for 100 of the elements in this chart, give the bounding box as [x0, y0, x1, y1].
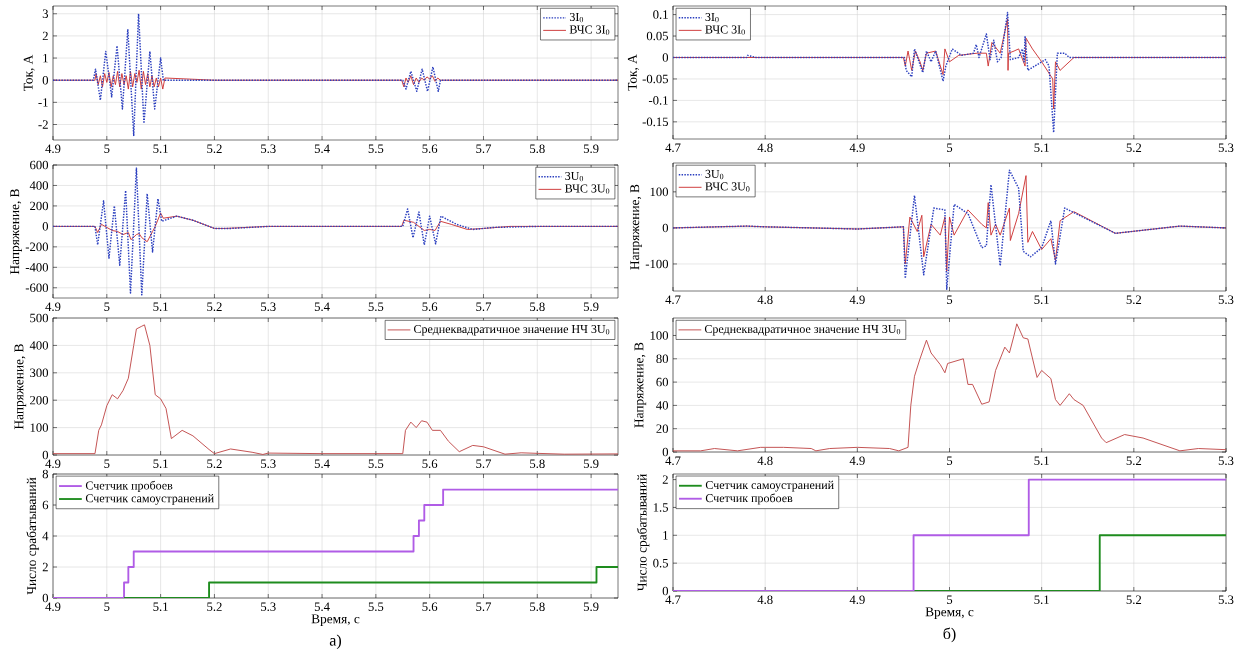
x-tick-label: 4.7: [665, 456, 681, 466]
y-tick-label: 0: [42, 593, 49, 603]
legend-label: ВЧС 3U$_{0}$: [565, 184, 610, 194]
x-tick-label: 5.5: [368, 302, 384, 311]
y-tick-label: 40: [656, 401, 669, 410]
x-tick-label: 5.9: [583, 459, 599, 469]
x-tick-label: 5.2: [207, 144, 222, 154]
x-tick-label: 5.4: [314, 302, 330, 312]
y-tick-label: 400: [29, 181, 49, 190]
x-tick-label: 5.1: [1034, 295, 1049, 305]
y-tick-label: 300: [30, 368, 49, 378]
x-tick-label: 4.9: [849, 456, 865, 466]
x-tick-label: 5: [947, 143, 953, 152]
x-tick-label: 5.5: [368, 459, 384, 468]
x-tick-label: 5: [947, 295, 953, 304]
y-tick-label: 8: [42, 469, 49, 479]
x-tick-label: 4.8: [757, 456, 773, 466]
y-tick-label: -400: [25, 263, 49, 272]
y-tick-label: 3: [42, 9, 49, 19]
y-tick-label: 0: [662, 586, 669, 596]
x-tick-label: 5.2: [207, 302, 222, 312]
text: б): [943, 627, 956, 643]
legend-label: ВЧС 3I$_{0}$: [569, 25, 610, 35]
x-tick-label: 5: [104, 302, 110, 311]
x-tick-label: 4.7: [665, 143, 681, 153]
x-tick-label: 5.3: [1218, 595, 1234, 605]
x-tick-label: 5.5: [368, 602, 384, 611]
legend-label: 3I$_{0}$: [705, 12, 719, 23]
legend-label: Счетчик пробоев: [85, 480, 173, 492]
y-tick-label: 1.5: [653, 503, 669, 512]
x-tick-label: 5.8: [530, 302, 545, 312]
x-axis-title: Время, с: [925, 607, 974, 620]
y-axis-title: Число срабатываний: [26, 477, 39, 595]
x-tick-label: 5.4: [314, 459, 330, 469]
x-tick-label: 5.6: [422, 144, 438, 154]
y-tick-label: 100: [30, 423, 49, 432]
x-tick-label: 4.9: [45, 302, 61, 312]
y-tick-label: 0: [662, 223, 669, 233]
y-tick-label: -600: [25, 283, 49, 293]
x-axis-title: Время, с: [311, 614, 360, 627]
y-tick-label: 80: [656, 354, 669, 364]
x-tick-label: 5: [104, 459, 110, 468]
y-tick-label: -0.05: [642, 74, 669, 84]
y-tick-label: -100: [645, 259, 669, 269]
x-tick-label: 4.9: [45, 459, 61, 469]
x-tick-label: 5.2: [1126, 456, 1142, 466]
line-series: [53, 324, 619, 455]
x-tick-label: 5.8: [530, 144, 545, 154]
x-tick-label: 5: [104, 602, 110, 611]
y-axis-title: Напряжение, В: [634, 342, 647, 428]
x-tick-label: 5.1: [1034, 143, 1049, 153]
text: а): [329, 634, 342, 649]
x-tick-label: 5.7: [476, 602, 492, 611]
x-tick-label: 5.8: [530, 459, 545, 469]
x-tick-label: 5.9: [583, 144, 599, 154]
x-tick-label: 5.7: [476, 302, 492, 311]
x-tick-label: 4.8: [757, 295, 773, 305]
legend-label: Счетчик самоустранений: [85, 493, 214, 505]
x-tick-label: 5.3: [261, 602, 276, 612]
y-tick-label: -2: [38, 120, 48, 129]
x-tick-label: 5: [947, 456, 953, 465]
legend-label: Счетчик пробоев: [705, 493, 793, 505]
x-tick-label: 5.2: [207, 602, 222, 612]
x-tick-label: 5: [947, 595, 953, 604]
y-tick-label: 500: [30, 313, 49, 323]
x-tick-label: 5.3: [261, 459, 276, 469]
x-tick-label: 5.9: [583, 302, 599, 312]
x-tick-label: 4.8: [757, 143, 773, 153]
x-tick-label: 5: [104, 144, 110, 153]
x-tick-label: 4.9: [849, 595, 865, 605]
x-tick-label: 4.9: [45, 144, 61, 154]
y-tick-label: 20: [656, 424, 669, 433]
x-tick-label: 5.1: [1034, 456, 1049, 466]
x-tick-label: 5.1: [153, 602, 168, 612]
y-tick-label: 0: [42, 222, 49, 231]
y-tick-label: 2: [42, 562, 48, 572]
line-series: [673, 169, 1226, 290]
y-tick-label: 200: [30, 201, 49, 211]
y-axis-title: Напряжение, В: [10, 189, 22, 275]
x-tick-label: 5.3: [261, 144, 276, 154]
y-tick-label: 0.1: [653, 10, 668, 19]
y-tick-label: 2: [662, 475, 668, 484]
x-tick-label: 5.4: [314, 602, 330, 612]
x-tick-label: 5.2: [1126, 143, 1142, 153]
legend-label: Счетчик самоустранений: [705, 480, 834, 492]
x-tick-label: 5.1: [153, 302, 168, 312]
x-tick-label: 5.6: [422, 459, 438, 469]
x-tick-label: 4.9: [849, 295, 865, 305]
x-tick-label: 5.3: [1218, 295, 1234, 305]
x-tick-label: 4.8: [757, 595, 773, 605]
x-tick-label: 5.1: [153, 459, 168, 469]
y-tick-label: 100: [650, 331, 669, 340]
x-tick-label: 5.3: [1218, 456, 1234, 466]
y-axis-title: Число срабатываний: [636, 474, 650, 592]
y-tick-label: 2: [42, 31, 48, 41]
x-tick-label: 5.2: [1126, 595, 1142, 605]
x-tick-label: 5.7: [476, 459, 492, 468]
y-tick-label: -1: [38, 98, 48, 107]
legend-label: Среднеквадратичное значение НЧ 3U$_{0}$: [414, 325, 610, 336]
y-tick-label: 1: [43, 53, 48, 63]
